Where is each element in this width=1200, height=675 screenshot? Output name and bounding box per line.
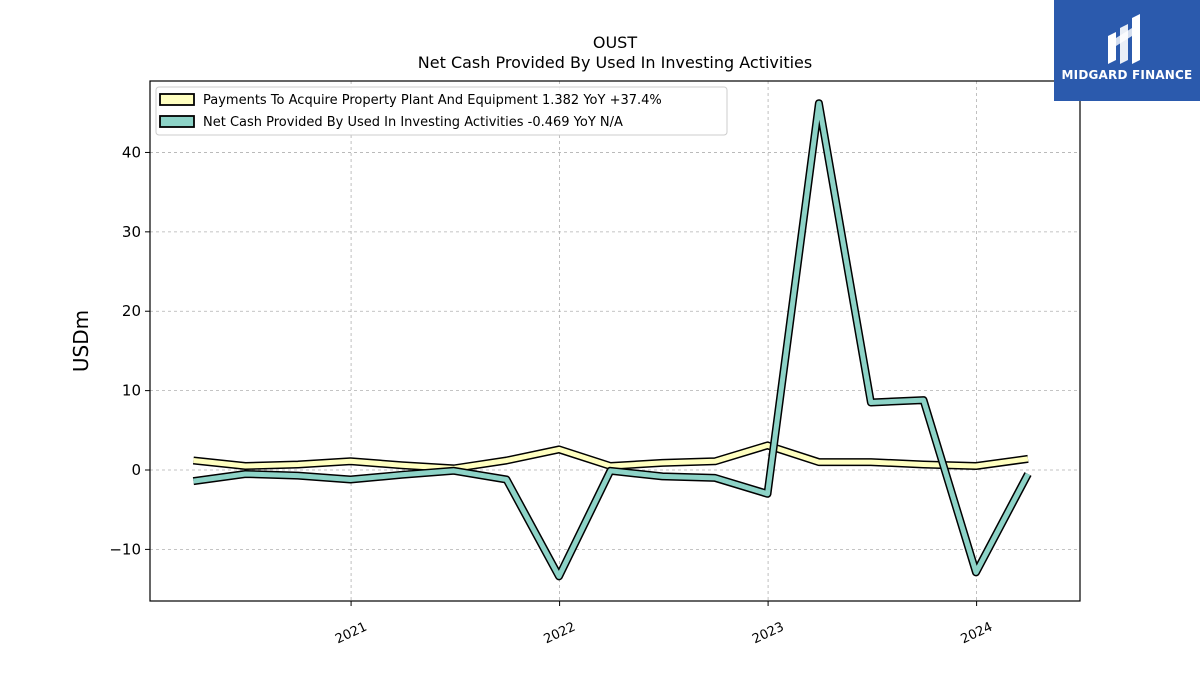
logo-text: MIDGARD FINANCE [1061, 68, 1193, 82]
x-tick-label: 2022 [542, 620, 578, 648]
y-tick-label: −10 [109, 540, 141, 558]
plot-frame [149, 80, 1081, 602]
series-layer [192, 99, 1032, 581]
x-tick-label: 2023 [750, 620, 786, 648]
midgard-finance-logo: MIDGARD FINANCE [1054, 0, 1200, 101]
series-outline-1 [192, 99, 1032, 581]
y-tick-label: 20 [122, 302, 141, 320]
y-tick-label: 0 [131, 461, 141, 479]
legend-swatch-ppe [159, 93, 195, 106]
y-tick-label: 40 [122, 143, 141, 161]
y-tick-label: 10 [122, 382, 141, 400]
series-line-1 [193, 100, 1031, 579]
legend-swatch-investing [159, 115, 195, 128]
chart-title: OUST [593, 33, 637, 52]
grid [150, 81, 1080, 601]
chart-subtitle: Net Cash Provided By Used In Investing A… [418, 53, 812, 72]
legend-label-ppe: Payments To Acquire Property Plant And E… [203, 93, 662, 108]
series-line-0 [193, 442, 1029, 471]
legend-label-investing: Net Cash Provided By Used In Investing A… [203, 115, 623, 130]
legend-box [155, 86, 728, 136]
x-tick-label: 2021 [333, 620, 369, 648]
legend: Payments To Acquire Property Plant And E… [155, 86, 728, 136]
y-tick-label: 30 [122, 223, 141, 241]
x-tick-label: 2024 [959, 620, 995, 648]
logo-mark-icon [1108, 14, 1140, 64]
y-axis-label: USDm [69, 310, 93, 372]
